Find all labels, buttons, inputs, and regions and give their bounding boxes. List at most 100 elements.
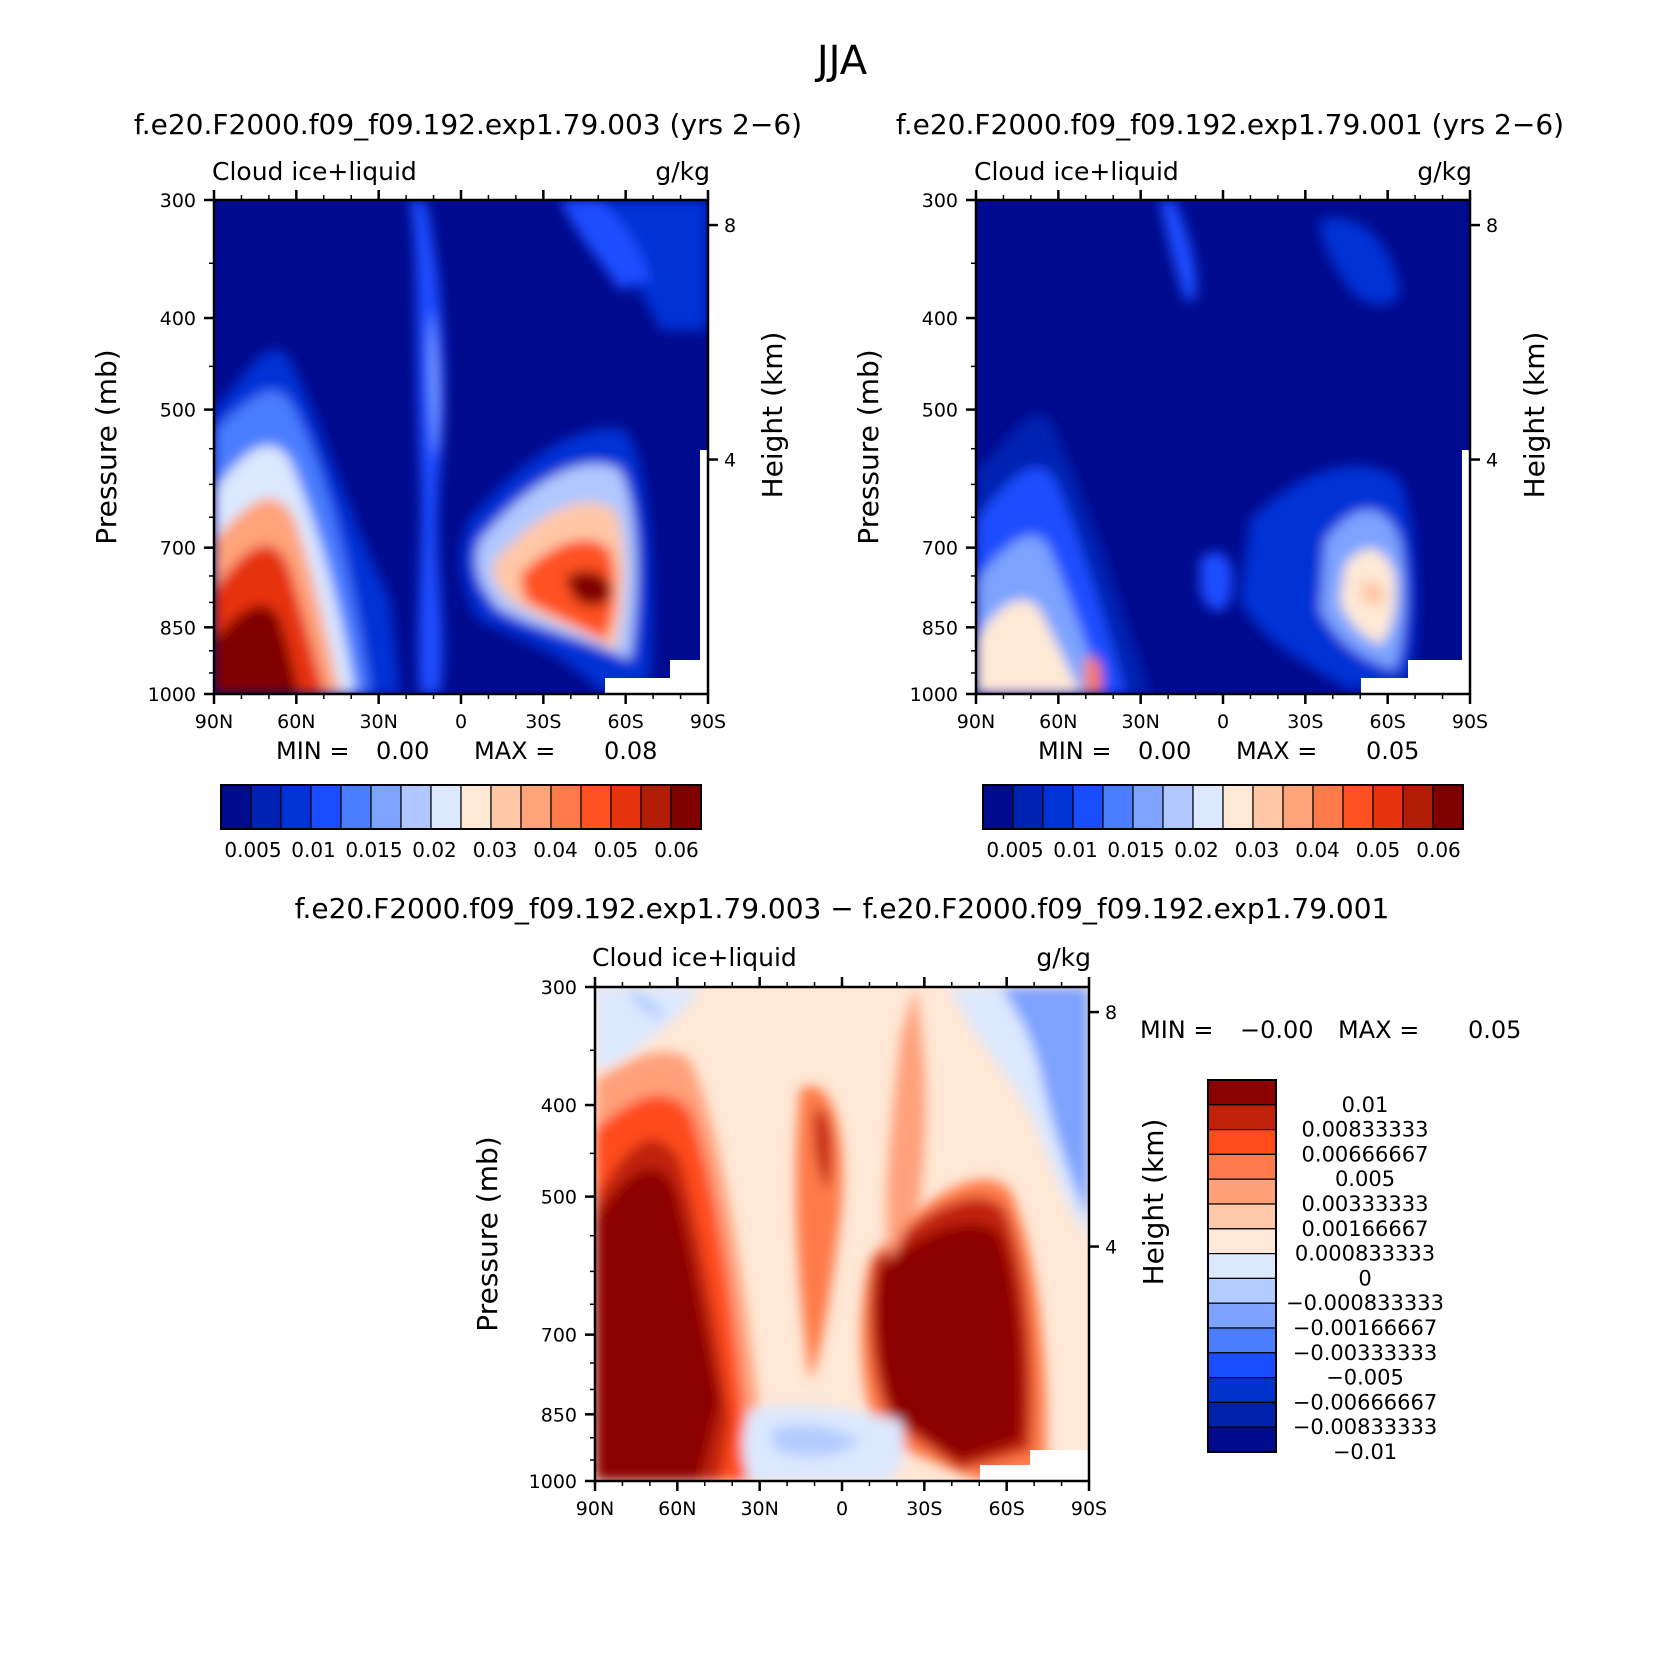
pressure-tick-label: 500 bbox=[160, 400, 196, 422]
lat-tick-label: 0 bbox=[455, 711, 467, 733]
pressure-tick-label: 400 bbox=[541, 1095, 577, 1117]
colorbar-swatch bbox=[1432, 784, 1464, 830]
panel-a-title: f.e20.F2000.f09_f09.192.exp1.79.003 (yrs… bbox=[134, 108, 802, 141]
lat-tick-label: 60N bbox=[658, 1498, 696, 1520]
colorbar-swatch bbox=[1207, 1302, 1277, 1329]
pressure-tick-label: 850 bbox=[922, 617, 958, 639]
colorbar-swatch bbox=[310, 784, 342, 830]
pressure-tick-label: 500 bbox=[541, 1187, 577, 1209]
pressure-tick-label: 850 bbox=[160, 617, 196, 639]
colorbar-swatch bbox=[1207, 1277, 1277, 1304]
pressure-tick-label: 500 bbox=[922, 400, 958, 422]
pressure-tick-label: 700 bbox=[922, 538, 958, 560]
min-label: MIN = bbox=[1038, 737, 1111, 765]
colorbar-label: −0.00333333 bbox=[1293, 1341, 1438, 1365]
colorbar-label: 0.06 bbox=[654, 838, 699, 862]
lat-tick-label: 60N bbox=[1039, 711, 1077, 733]
colorbar-label: 0.015 bbox=[345, 838, 402, 862]
colorbar-swatch bbox=[250, 784, 282, 830]
colorbar-label: 0.01 bbox=[1342, 1093, 1389, 1117]
colorbar-swatch bbox=[982, 784, 1014, 830]
colorbar-swatch bbox=[1372, 784, 1404, 830]
max-label: MAX = bbox=[1236, 737, 1317, 765]
lat-tick-label: 90N bbox=[957, 711, 995, 733]
colorbar-swatch bbox=[430, 784, 462, 830]
pressure-tick-label: 400 bbox=[160, 308, 196, 330]
colorbar-swatch bbox=[1192, 784, 1224, 830]
min-value: −0.00 bbox=[1240, 1016, 1314, 1044]
colorbar-label: 0.00666667 bbox=[1302, 1142, 1429, 1166]
max-label: MAX = bbox=[474, 737, 555, 765]
colorbar-label: 0.04 bbox=[1295, 838, 1340, 862]
height-tick-label: 4 bbox=[724, 450, 736, 472]
colorbar-label: 0.05 bbox=[594, 838, 639, 862]
panel-a: f.e20.F2000.f09_f09.192.exp1.79.003 (yrs… bbox=[134, 108, 802, 696]
colorbar-label: 0.005 bbox=[986, 838, 1043, 862]
colorbar-label: 0.03 bbox=[1235, 838, 1280, 862]
pressure-tick-label: 700 bbox=[541, 1325, 577, 1347]
page-title: JJA bbox=[814, 38, 868, 84]
colorbar-swatch bbox=[1312, 784, 1344, 830]
colorbar-label: 0.04 bbox=[533, 838, 578, 862]
lat-tick-label: 60S bbox=[1370, 711, 1406, 733]
min-label: MIN = bbox=[276, 737, 349, 765]
colorbar-swatch bbox=[1207, 1426, 1277, 1453]
colorbar-swatch bbox=[1207, 1178, 1277, 1205]
lat-tick-label: 90N bbox=[576, 1498, 614, 1520]
colorbar-label: 0.000833333 bbox=[1295, 1242, 1435, 1266]
colorbar-label: −0.00666667 bbox=[1293, 1390, 1438, 1414]
pressure-tick-label: 1000 bbox=[148, 684, 196, 706]
y2-axis-label: Height (km) bbox=[1137, 1119, 1170, 1286]
colorbar-swatch bbox=[1207, 1401, 1277, 1428]
panel-b-variable: Cloud ice+liquid bbox=[974, 157, 1179, 186]
max-value: 0.05 bbox=[1366, 737, 1419, 765]
colorbar-label: 0.005 bbox=[224, 838, 281, 862]
lat-tick-label: 30S bbox=[1287, 711, 1323, 733]
y2-axis-label: Height (km) bbox=[1518, 332, 1551, 499]
panel-b-units: g/kg bbox=[1417, 157, 1472, 186]
colorbar-label: 0.005 bbox=[1335, 1167, 1395, 1191]
colorbar-swatch bbox=[1102, 784, 1134, 830]
colorbar-label: 0.06 bbox=[1416, 838, 1461, 862]
panel-diff-title: f.e20.F2000.f09_f09.192.exp1.79.003 − f.… bbox=[295, 892, 1390, 925]
panel-b-title: f.e20.F2000.f09_f09.192.exp1.79.001 (yrs… bbox=[896, 108, 1564, 141]
colorbar-swatch bbox=[520, 784, 552, 830]
colorbar-label: −0.005 bbox=[1326, 1366, 1404, 1390]
lat-tick-label: 30N bbox=[740, 1498, 778, 1520]
panel-a-variable: Cloud ice+liquid bbox=[212, 157, 417, 186]
colorbar-swatch bbox=[550, 784, 582, 830]
panel-a-units: g/kg bbox=[655, 157, 710, 186]
colorbar-label: −0.00833333 bbox=[1293, 1415, 1438, 1439]
y-axis-label: Pressure (mb) bbox=[852, 349, 885, 544]
colorbar-swatch bbox=[610, 784, 642, 830]
colorbar-swatch bbox=[1162, 784, 1194, 830]
colorbar-swatch bbox=[1207, 1352, 1277, 1379]
panel-b: f.e20.F2000.f09_f09.192.exp1.79.001 (yrs… bbox=[896, 108, 1564, 696]
colorbar-swatch bbox=[280, 784, 312, 830]
colorbar-label: 0.00333333 bbox=[1302, 1192, 1429, 1216]
colorbar-swatch bbox=[400, 784, 432, 830]
pressure-tick-label: 700 bbox=[160, 538, 196, 560]
colorbar-swatch bbox=[1342, 784, 1374, 830]
colorbar-label: 0 bbox=[1358, 1266, 1371, 1290]
max-label: MAX = bbox=[1338, 1016, 1419, 1044]
pressure-tick-label: 400 bbox=[922, 308, 958, 330]
y-axis-label: Pressure (mb) bbox=[90, 349, 123, 544]
panel-b-field bbox=[976, 200, 1470, 694]
colorbar-label: 0.05 bbox=[1356, 838, 1401, 862]
min-label: MIN = bbox=[1140, 1016, 1213, 1044]
panel-diff-units: g/kg bbox=[1036, 943, 1091, 972]
colorbar-swatch bbox=[1207, 1327, 1277, 1354]
panel-diff-field bbox=[595, 987, 1089, 1481]
y-axis-label: Pressure (mb) bbox=[471, 1136, 504, 1331]
colorbar-swatch bbox=[1207, 1128, 1277, 1155]
height-tick-label: 4 bbox=[1486, 450, 1498, 472]
colorbar-swatch bbox=[1207, 1228, 1277, 1255]
pressure-tick-label: 300 bbox=[541, 977, 577, 999]
lat-tick-label: 0 bbox=[1217, 711, 1229, 733]
colorbar-label: 0.01 bbox=[1053, 838, 1098, 862]
height-tick-label: 4 bbox=[1105, 1237, 1117, 1259]
colorbar-label: 0.00166667 bbox=[1302, 1217, 1429, 1241]
lat-tick-label: 30S bbox=[525, 711, 561, 733]
colorbar-swatch bbox=[1282, 784, 1314, 830]
